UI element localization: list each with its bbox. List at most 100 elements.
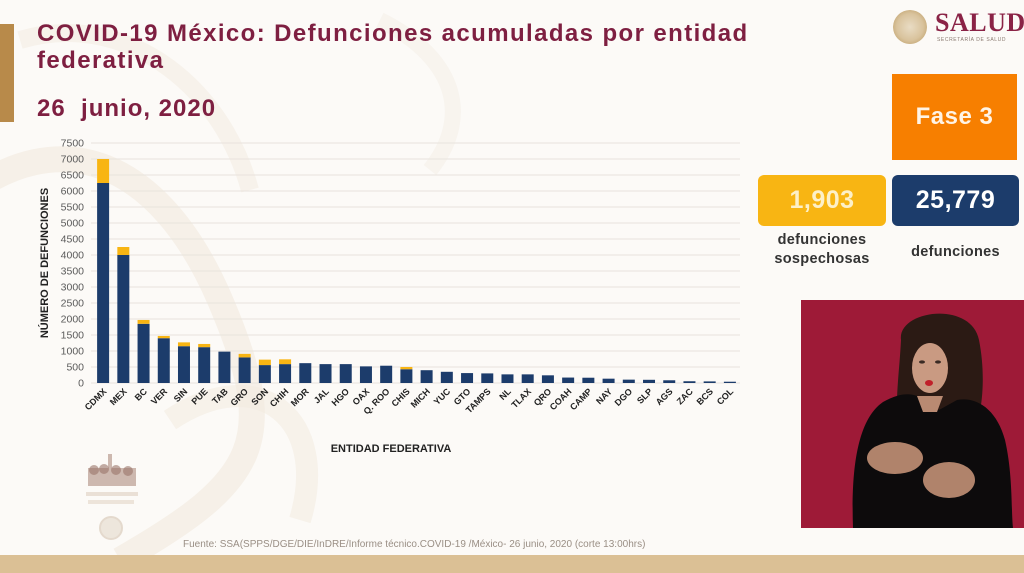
x-category-label: MEX xyxy=(108,386,129,407)
deaths-by-state-chart: 0 500 1000 1500 2000 2500 3000 3500 4000 4500 5000… xyxy=(38,138,740,455)
bar-chih-confirmed xyxy=(279,364,292,383)
source-footnote: Fuente: SSA(SPPS/DGE/DIE/InDRE/Informe t… xyxy=(183,539,646,550)
x-category-label: MOR xyxy=(289,386,311,408)
y-axis-title: NÚMERO DE DEFUNCIONES xyxy=(38,188,51,338)
bar-chis-confirmed xyxy=(400,369,413,383)
suspected-deaths-value: 1,903 xyxy=(789,186,855,214)
bar-camp-confirmed xyxy=(582,377,595,383)
bar-chih-suspected xyxy=(279,359,292,365)
bar-ver-confirmed xyxy=(157,338,170,383)
y-tick-label: 0 xyxy=(78,378,84,390)
x-category-label: DGO xyxy=(613,386,635,408)
y-tick-label: 3000 xyxy=(61,282,85,294)
bar-coah-confirmed xyxy=(562,377,575,383)
bar-pue-confirmed xyxy=(198,347,211,383)
x-category-label: COAH xyxy=(548,386,574,412)
total-deaths-label: defunciones xyxy=(911,244,1000,260)
bar-sin-confirmed xyxy=(177,346,190,383)
x-category-label: BC xyxy=(133,386,150,403)
bar-bc-confirmed xyxy=(137,323,150,383)
bar-nl-confirmed xyxy=(501,374,514,383)
y-tick-label: 6500 xyxy=(61,170,85,182)
x-category-label: PUE xyxy=(189,386,209,406)
bar-gro-confirmed xyxy=(238,357,251,383)
y-tick-label: 2500 xyxy=(61,298,85,310)
x-category-label: NL xyxy=(497,386,513,402)
x-category-label: BCS xyxy=(695,386,716,407)
x-category-label: GRO xyxy=(228,386,250,408)
x-category-label: SLP xyxy=(635,386,654,405)
bar-ver-suspected xyxy=(157,335,170,339)
x-category-label: COL xyxy=(715,386,736,407)
y-tick-label: 7500 xyxy=(61,138,85,150)
bar-mich-confirmed xyxy=(420,370,433,383)
x-category-label: HGO xyxy=(330,386,352,408)
gridlines xyxy=(91,142,740,384)
suspected-deaths-label: defunciones sospechosas xyxy=(774,232,870,267)
accent-stripe xyxy=(0,24,14,122)
bars xyxy=(97,159,736,383)
bar-col-confirmed xyxy=(723,381,736,383)
bar-qro-confirmed xyxy=(541,375,554,383)
x-category-label: VER xyxy=(149,386,170,407)
x-category-label: TAB xyxy=(210,386,230,406)
x-axis-title: ENTIDAD FEDERATIVA xyxy=(331,443,452,455)
bar-yuc-confirmed xyxy=(440,371,453,383)
phase-badge: Fase 3 xyxy=(892,74,1017,160)
salud-logo: SALUD SECRETARÍA DE SALUD xyxy=(890,8,1024,50)
x-category-label: CAMP xyxy=(568,386,594,412)
x-category-label: TLAX xyxy=(509,386,533,410)
bar-slp-confirmed xyxy=(643,379,656,383)
bar-chis-suspected xyxy=(400,367,413,370)
x-category-label: JAL xyxy=(312,386,331,405)
x-category-label: YUC xyxy=(432,386,453,407)
y-tick-label: 4000 xyxy=(61,250,85,262)
y-tick-label: 6000 xyxy=(61,186,85,198)
y-tick-label: 5000 xyxy=(61,218,85,230)
x-category-label: CDMX xyxy=(83,386,109,412)
bar-q-roo-confirmed xyxy=(380,365,393,383)
bar-mex-confirmed xyxy=(117,255,130,383)
bar-mex-suspected xyxy=(117,247,130,255)
y-tick-label: 500 xyxy=(66,362,84,374)
x-category-label: SIN xyxy=(172,386,190,404)
x-category-label: CHIH xyxy=(268,386,291,409)
bar-mor-confirmed xyxy=(299,363,312,383)
x-category-label: NAY xyxy=(594,386,614,406)
bar-bcs-confirmed xyxy=(703,381,716,383)
y-tick-label: 1000 xyxy=(61,346,85,358)
bar-son-suspected xyxy=(258,359,271,366)
y-tick-label: 5500 xyxy=(61,202,85,214)
y-tick-label: 2000 xyxy=(61,314,85,326)
bar-nay-confirmed xyxy=(602,378,615,383)
x-category-label: SON xyxy=(249,386,270,407)
suspected-deaths-box: 1,903 xyxy=(758,175,886,226)
phase-label: Fase 3 xyxy=(915,103,994,130)
salud-logo-name: SALUD xyxy=(935,8,1024,37)
interpreter-figure xyxy=(852,313,1013,528)
y-tick-label: 1500 xyxy=(61,330,85,342)
bar-tlax-confirmed xyxy=(521,374,534,383)
total-deaths-value: 25,779 xyxy=(915,186,996,214)
y-tick-label: 3500 xyxy=(61,266,85,278)
bar-dgo-confirmed xyxy=(622,379,635,383)
bar-cdmx-confirmed xyxy=(97,183,110,383)
x-category-label: ZAC xyxy=(675,386,696,407)
sign-language-interpreter-video xyxy=(801,300,1024,528)
bar-son-confirmed xyxy=(258,365,271,383)
total-deaths-box: 25,779 xyxy=(892,175,1019,226)
bar-gro-suspected xyxy=(238,353,251,358)
x-category-label: CHIS xyxy=(390,386,412,408)
page-title: COVID-19 México: Defunciones acumuladas … xyxy=(37,20,749,74)
bar-jal-confirmed xyxy=(319,364,332,383)
bar-sin-suspected xyxy=(177,342,190,347)
salud-logo-subtitle: SECRETARÍA DE SALUD xyxy=(937,37,1007,43)
bar-bc-suspected xyxy=(137,319,150,324)
gobierno-de-mexico-logo xyxy=(86,454,138,540)
bar-hgo-confirmed xyxy=(339,364,352,383)
x-category-label: MICH xyxy=(409,386,432,409)
y-tick-label: 7000 xyxy=(61,154,85,166)
national-seal-icon xyxy=(893,10,927,44)
bar-oax-confirmed xyxy=(359,366,372,383)
